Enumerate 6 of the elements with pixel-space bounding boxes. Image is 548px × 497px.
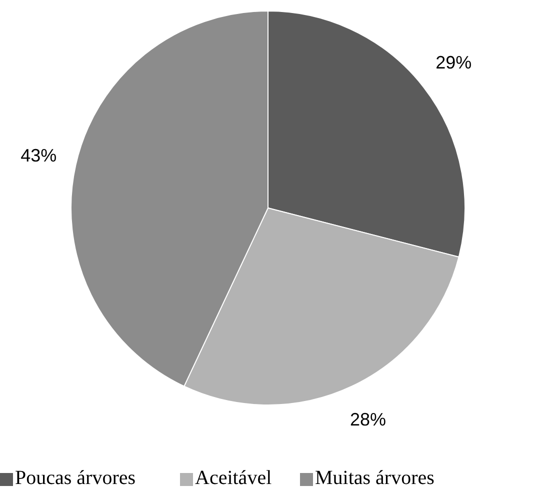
data-label: 43%	[20, 145, 57, 166]
legend-label: Poucas árvores	[15, 467, 136, 489]
legend-label: Muitas árvores	[315, 467, 435, 489]
data-label: 28%	[350, 409, 386, 430]
data-label: 29%	[436, 52, 472, 73]
legend-label: Aceitável	[195, 467, 272, 489]
